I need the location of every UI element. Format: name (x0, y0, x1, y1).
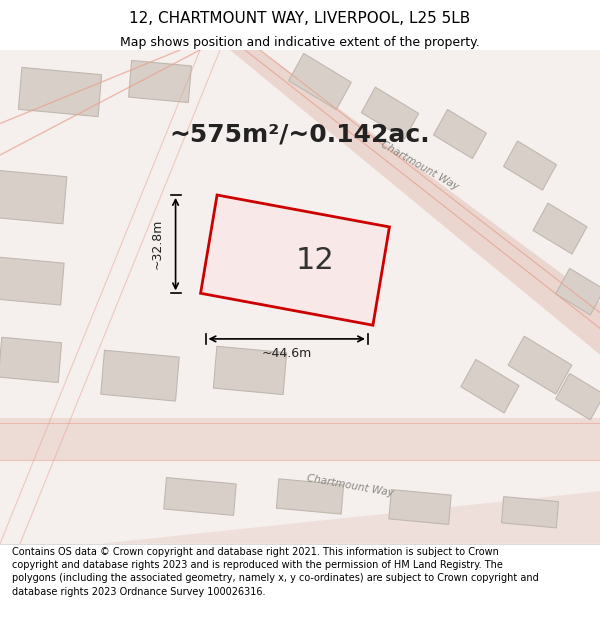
Text: Chartmount Way: Chartmount Way (379, 139, 461, 192)
Polygon shape (214, 346, 287, 394)
Polygon shape (461, 359, 519, 413)
Polygon shape (60, 491, 600, 544)
Polygon shape (502, 497, 559, 528)
Polygon shape (556, 373, 600, 420)
Text: ~44.6m: ~44.6m (262, 347, 312, 360)
Text: Map shows position and indicative extent of the property.: Map shows position and indicative extent… (120, 36, 480, 49)
Polygon shape (389, 489, 451, 524)
Polygon shape (200, 195, 389, 325)
Polygon shape (19, 68, 101, 117)
Polygon shape (0, 338, 62, 382)
Text: Chartmount Way: Chartmount Way (306, 473, 394, 499)
Polygon shape (0, 418, 600, 460)
Polygon shape (556, 268, 600, 315)
Polygon shape (434, 109, 487, 159)
Polygon shape (0, 258, 64, 305)
Polygon shape (0, 171, 67, 224)
Text: ~575m²/~0.142ac.: ~575m²/~0.142ac. (170, 122, 430, 146)
Polygon shape (277, 479, 344, 514)
Text: 12, CHARTMOUNT WAY, LIVERPOOL, L25 5LB: 12, CHARTMOUNT WAY, LIVERPOOL, L25 5LB (130, 11, 470, 26)
Text: 12: 12 (296, 246, 334, 274)
Polygon shape (230, 50, 600, 354)
Text: ~32.8m: ~32.8m (151, 219, 164, 269)
Polygon shape (503, 141, 556, 190)
Polygon shape (508, 336, 572, 394)
Polygon shape (164, 478, 236, 516)
Text: Contains OS data © Crown copyright and database right 2021. This information is : Contains OS data © Crown copyright and d… (12, 547, 539, 597)
Polygon shape (101, 350, 179, 401)
Polygon shape (361, 87, 419, 139)
Polygon shape (533, 203, 587, 254)
Polygon shape (128, 61, 191, 102)
Polygon shape (289, 53, 352, 109)
